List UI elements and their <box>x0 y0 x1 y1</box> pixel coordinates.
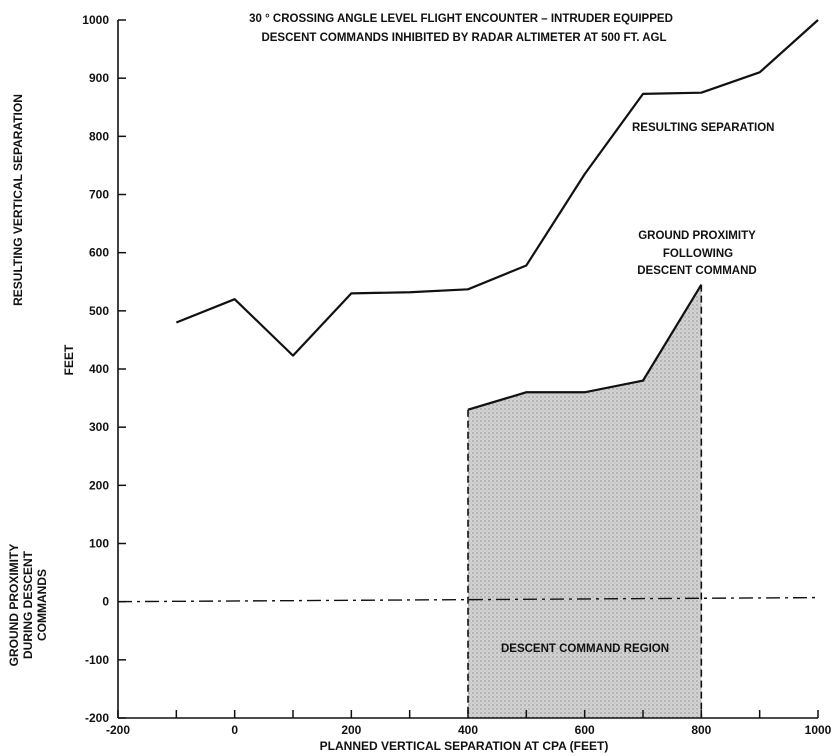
descent-region-label: DESCENT COMMAND REGION <box>501 643 669 655</box>
y-tick-label: 400 <box>89 362 109 376</box>
resulting-separation-label: RESULTING SEPARATION <box>632 122 774 134</box>
resulting-separation-line <box>175 19 819 357</box>
y-axis-lower-title-line-1: GROUND PROXIMITY <box>7 544 21 667</box>
x-tick-label: 1000 <box>805 723 832 737</box>
x-ticks: -200 0 200 400 600 800 1000 <box>106 710 832 737</box>
y-tick-label: 0 <box>102 595 109 609</box>
y-axis-units: FEET <box>62 344 76 375</box>
x-tick-label: 400 <box>458 723 478 737</box>
y-axis-lower-title-line-2: DURING DESCENT <box>21 550 35 659</box>
y-tick-label: 500 <box>89 304 109 318</box>
y-tick-label: 600 <box>89 246 109 260</box>
y-axis-lower-title-line-3: COMMANDS <box>35 569 49 641</box>
x-axis-title: PLANNED VERTICAL SEPARATION AT CPA (FEET… <box>320 739 609 753</box>
x-tick-label: 0 <box>231 723 238 737</box>
y-tick-label: 1000 <box>82 13 109 27</box>
ground-proximity-line <box>467 284 703 411</box>
y-tick-label: 800 <box>89 129 109 143</box>
y-tick-label: -100 <box>85 653 109 667</box>
ground-proximity-label-line-1: GROUND PROXIMITY <box>638 230 756 242</box>
x-tick-label: 600 <box>575 723 595 737</box>
chart-title-line-1: 30 ° CROSSING ANGLE LEVEL FLIGHT ENCOUNT… <box>249 13 673 25</box>
ground-level-line <box>117 596 819 603</box>
y-tick-label: 300 <box>89 420 109 434</box>
ground-proximity-label-line-3: DESCENT COMMAND <box>637 265 756 277</box>
x-tick-label: 800 <box>691 723 711 737</box>
y-tick-label: 700 <box>89 188 109 202</box>
y-tick-label: -200 <box>85 711 109 725</box>
y-axis-title: RESULTING VERTICAL SEPARATION <box>11 94 25 306</box>
chart-title-line-2: DESCENT COMMANDS INHIBITED BY RADAR ALTI… <box>261 32 666 44</box>
y-tick-label: 200 <box>89 478 109 492</box>
x-tick-label: 200 <box>341 723 361 737</box>
y-tick-label: 900 <box>89 71 109 85</box>
y-tick-label: 100 <box>89 537 109 551</box>
ground-proximity-label-line-2: FOLLOWING <box>663 248 733 260</box>
y-ticks: -200 -100 0 100 200 300 400 500 600 700 800 900 1000 <box>82 13 126 725</box>
x-tick-label: -200 <box>106 723 130 737</box>
